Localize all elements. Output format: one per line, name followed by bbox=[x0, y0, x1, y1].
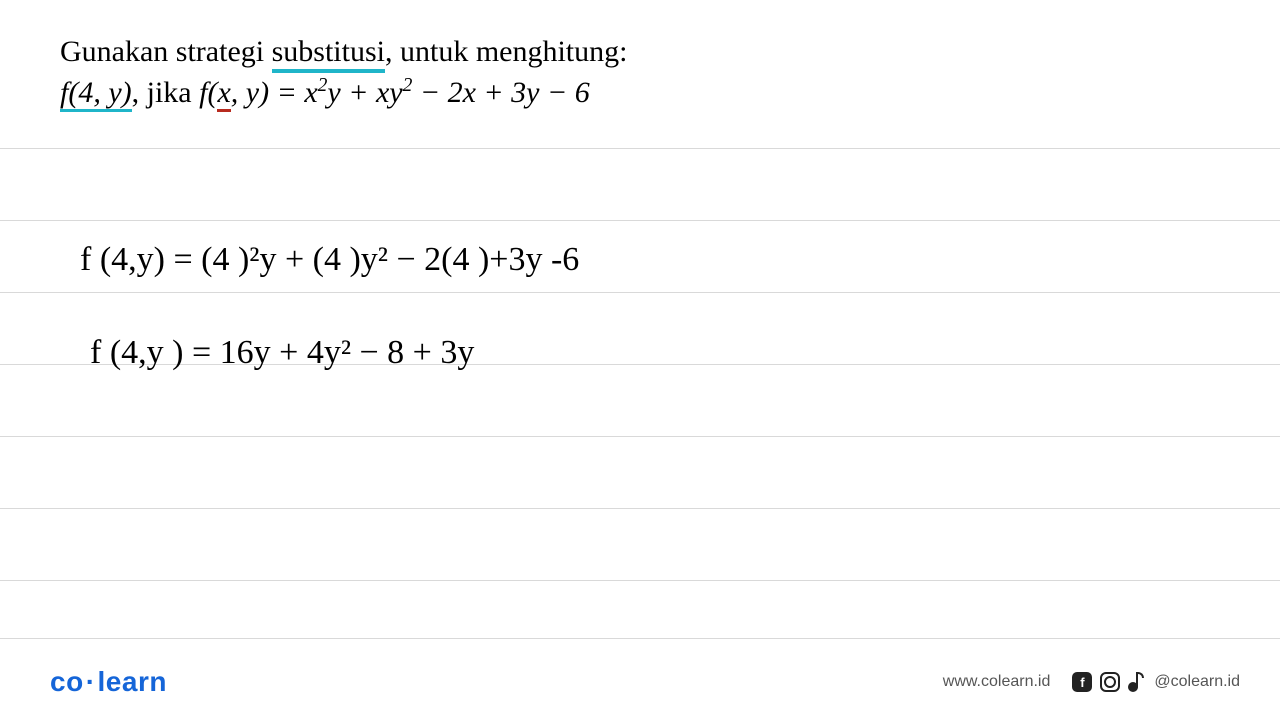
logo-learn: learn bbox=[98, 666, 167, 697]
tiktok-icon bbox=[1128, 672, 1146, 692]
facebook-icon: f bbox=[1072, 672, 1092, 692]
q2-f4y: f(4, y) bbox=[60, 76, 132, 112]
footer-handle: @colearn.id bbox=[1154, 673, 1240, 691]
q1-suffix: , untuk menghitung: bbox=[385, 35, 628, 68]
q2-tail: − 2x + 3y − 6 bbox=[412, 76, 589, 109]
handwriting-row-2: f (4,y ) = 16y + 4y² − 8 + 3y bbox=[90, 336, 474, 370]
ruled-line bbox=[0, 292, 1280, 293]
q1-prefix: Gunakan strategi bbox=[60, 35, 272, 68]
q2-f4y-text: f(4, y) bbox=[60, 76, 132, 109]
ruled-line bbox=[0, 220, 1280, 221]
ruled-line bbox=[0, 580, 1280, 581]
footer-right: www.colearn.id f @colearn.id bbox=[943, 672, 1240, 692]
instagram-icon bbox=[1100, 672, 1120, 692]
q2-rest1: , y) = x bbox=[231, 76, 318, 109]
q2-sup-a: 2 bbox=[318, 75, 328, 96]
q1-underlined-word: substitusi bbox=[272, 35, 385, 73]
brand-logo: co·learn bbox=[50, 666, 167, 698]
q2-sup-b: 2 bbox=[403, 75, 413, 96]
footer-bar: co·learn www.colearn.id f @colearn.id bbox=[50, 664, 1240, 700]
q2-jika: , jika bbox=[132, 76, 200, 109]
q2-f-open: f( bbox=[199, 76, 217, 109]
social-group: f @colearn.id bbox=[1072, 672, 1240, 692]
logo-co: co bbox=[50, 666, 84, 697]
question-block: Gunakan strategi substitusi, untuk mengh… bbox=[60, 32, 1220, 113]
handwriting-row-1: f (4,y) = (4 )²y + (4 )y² − 2(4 )+3y -6 bbox=[80, 243, 579, 277]
footer-url: www.colearn.id bbox=[943, 673, 1051, 691]
page-root: Gunakan strategi substitusi, untuk mengh… bbox=[0, 0, 1280, 720]
q2-x-underlined: x bbox=[217, 76, 230, 112]
ruled-line bbox=[0, 508, 1280, 509]
ruled-area: f (4,y) = (4 )²y + (4 )y² − 2(4 )+3y -6 … bbox=[0, 148, 1280, 650]
question-line-2: f(4, y), jika f(x, y) = x2y + xy2 − 2x +… bbox=[60, 73, 1220, 114]
ruled-line bbox=[0, 436, 1280, 437]
ruled-line bbox=[0, 638, 1280, 639]
q2-mid: y + xy bbox=[327, 76, 402, 109]
question-line-1: Gunakan strategi substitusi, untuk mengh… bbox=[60, 32, 1220, 73]
ruled-line bbox=[0, 148, 1280, 149]
logo-dot: · bbox=[86, 666, 96, 697]
